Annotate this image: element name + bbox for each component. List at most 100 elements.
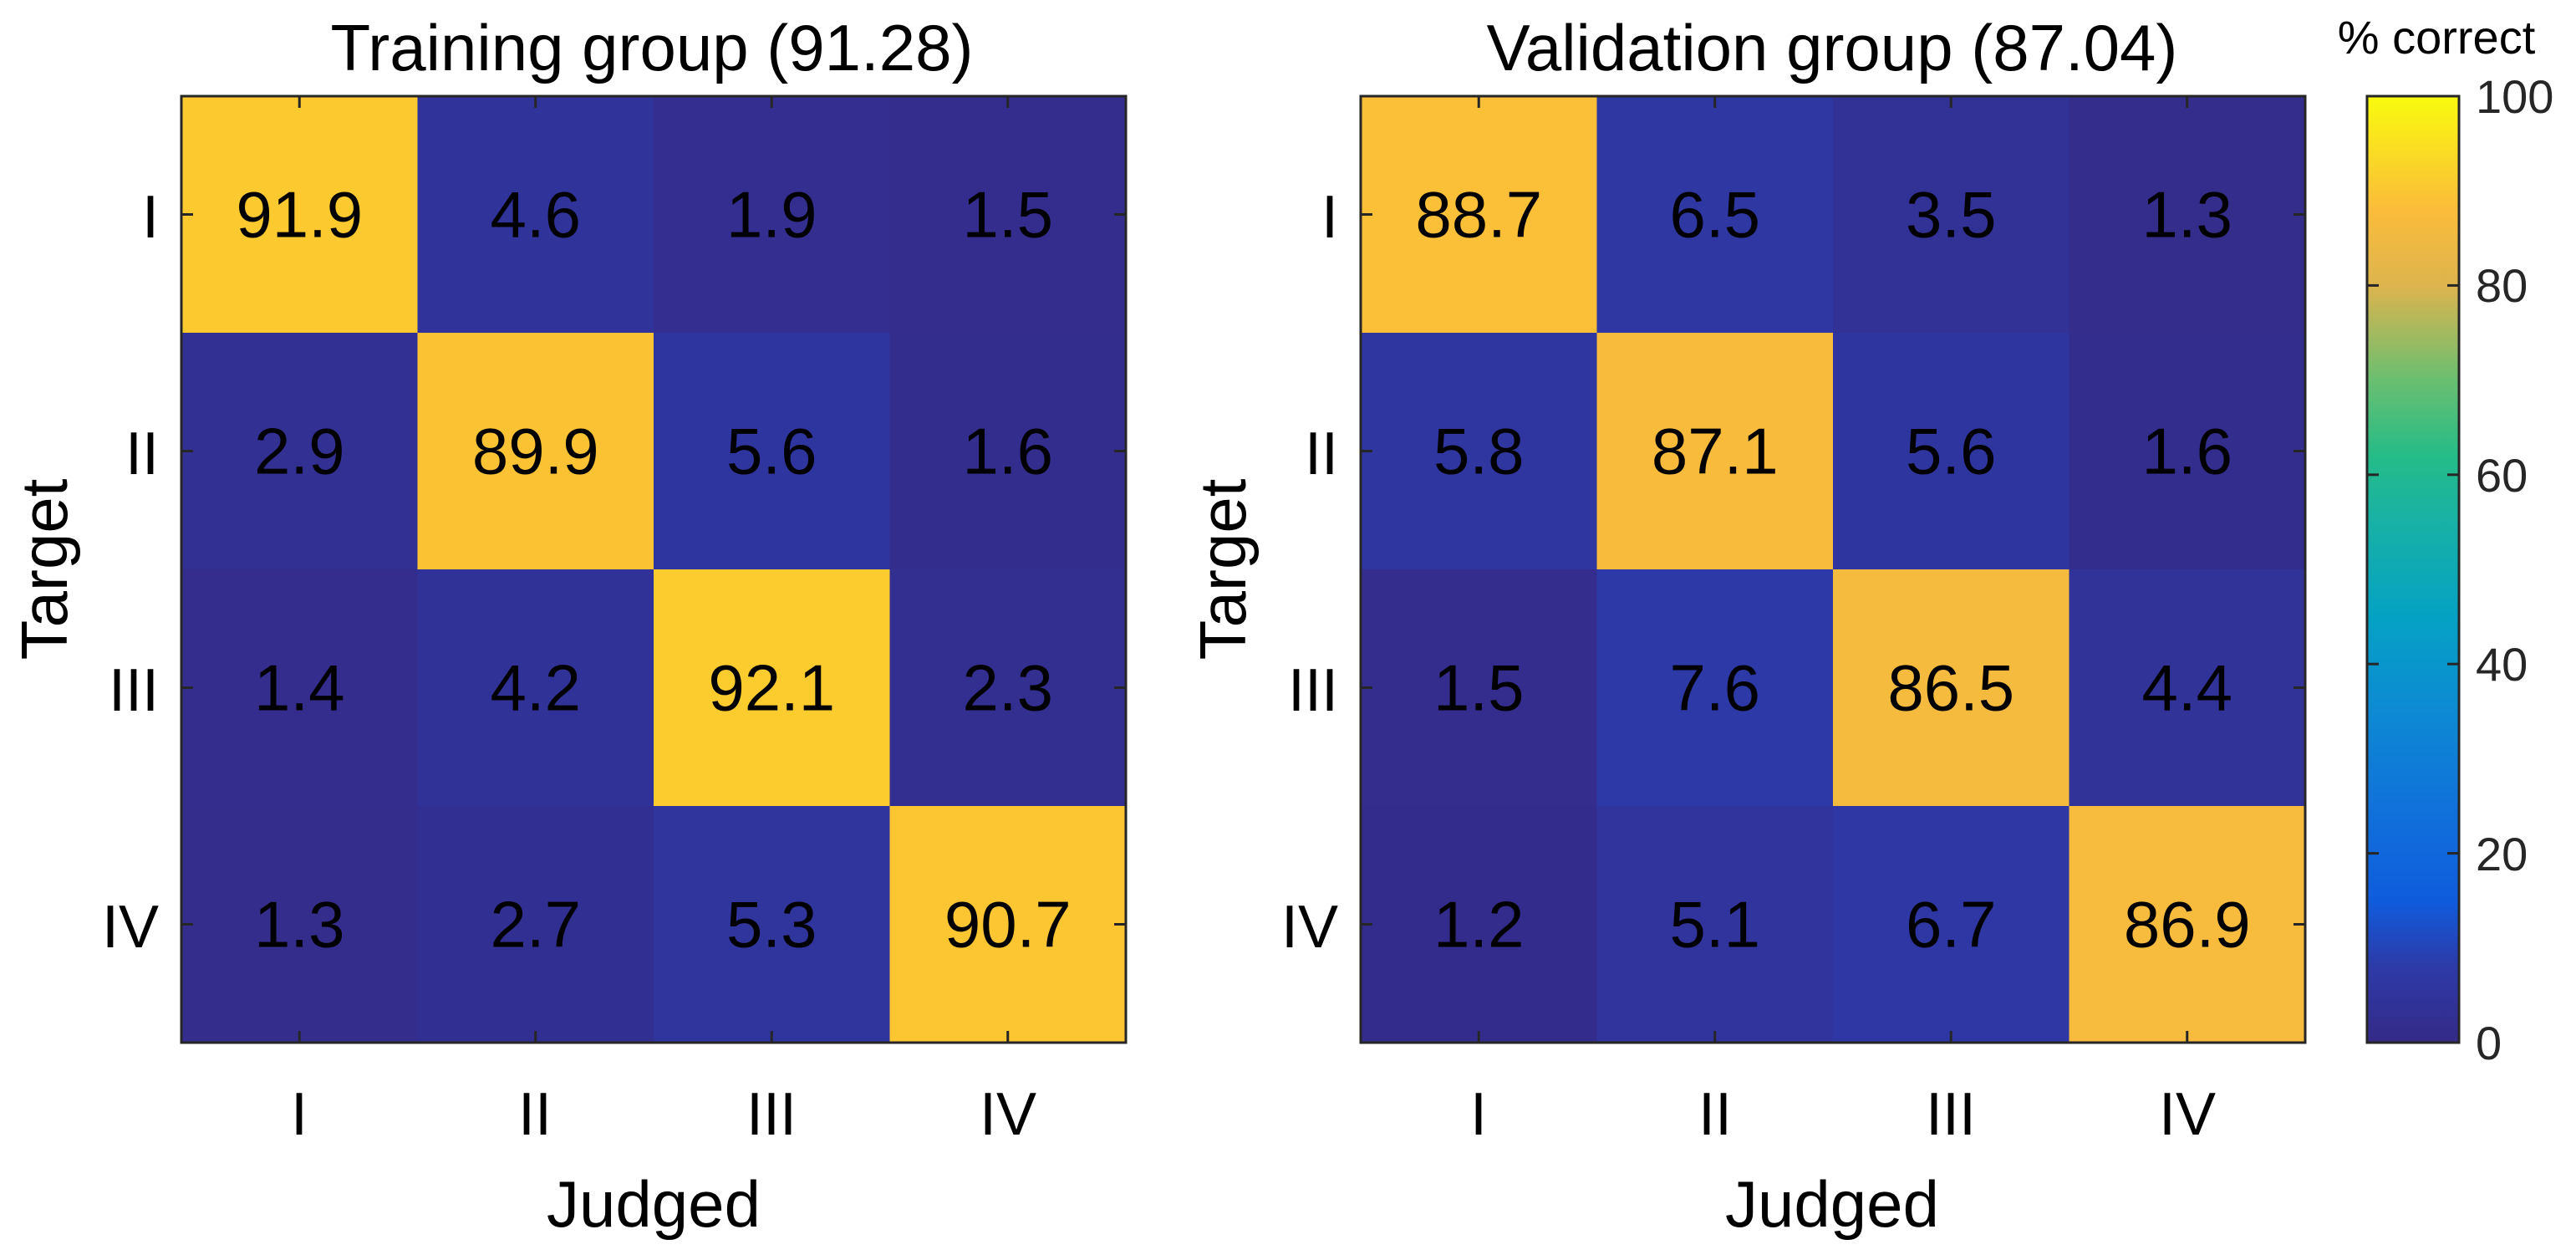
training-cell-IV-III — [654, 806, 890, 1043]
training-x-axis-label: Judged — [547, 1167, 761, 1241]
training-xtick-I: I — [291, 1081, 308, 1148]
validation-cell-label-II-III: 5.6 — [1906, 415, 1996, 488]
training-cell-III-IV — [889, 569, 1127, 807]
training-ytick-IV: IV — [102, 894, 159, 961]
validation-ytick-III: III — [1288, 657, 1338, 724]
validation-cell-label-II-I: 5.8 — [1433, 415, 1524, 488]
training-panel-title: Training group (91.28) — [331, 11, 974, 84]
validation-cell-label-III-II: 7.6 — [1670, 651, 1760, 725]
colorbar-tick-40: 40 — [2476, 638, 2528, 691]
training-cell-label-I-II: 4.6 — [491, 178, 581, 252]
validation-cell-label-IV-II: 5.1 — [1670, 888, 1760, 962]
colorbar-tick-0: 0 — [2476, 1017, 2502, 1069]
validation-cell-IV-II — [1596, 806, 1834, 1043]
training-cell-label-IV-II: 2.7 — [491, 888, 581, 962]
validation-cell-label-I-II: 6.5 — [1670, 178, 1760, 252]
training-cell-label-II-II: 89.9 — [472, 415, 599, 488]
validation-cell-label-III-I: 1.5 — [1433, 651, 1524, 725]
colorbar-tick-20: 20 — [2476, 828, 2528, 880]
training-cell-III-II — [417, 569, 654, 807]
training-cell-III-I — [181, 569, 418, 807]
training-cell-label-III-I: 1.4 — [254, 651, 344, 725]
training-cell-label-IV-III: 5.3 — [726, 888, 817, 962]
validation-cell-label-I-I: 88.7 — [1415, 178, 1542, 252]
validation-cell-I-I — [1361, 96, 1597, 334]
validation-y-axis-label: Target — [1186, 478, 1260, 660]
training-ytick-I: I — [142, 184, 159, 251]
validation-ytick-IV: IV — [1281, 894, 1338, 961]
validation-cell-label-III-IV: 4.4 — [2142, 651, 2232, 725]
training-cell-label-I-IV: 1.5 — [963, 178, 1053, 252]
validation-cell-label-I-III: 3.5 — [1906, 178, 1996, 252]
training-cell-II-II — [417, 333, 654, 570]
training-confusion-matrix: Training group (91.28) 91.9 4.6 1.9 1.5 2.9 8… — [8, 11, 1128, 1241]
validation-cell-IV-I — [1361, 806, 1597, 1043]
validation-cell-label-I-IV: 1.3 — [2142, 178, 2232, 252]
validation-cell-IV-IV — [2069, 806, 2306, 1043]
colorbar-gradient — [2365, 94, 2461, 1044]
training-cell-label-I-III: 1.9 — [726, 178, 817, 252]
colorbar-ticks — [2367, 94, 2459, 1044]
validation-cell-II-IV — [2069, 333, 2306, 570]
validation-cell-label-III-III: 86.5 — [1887, 651, 2014, 725]
validation-plot-frame — [1359, 94, 2307, 1044]
training-xtick-II: II — [518, 1081, 552, 1148]
training-cell-III-III — [654, 569, 890, 807]
training-cell-label-III-III: 92.1 — [708, 651, 835, 725]
training-cell-I-IV — [889, 96, 1127, 334]
training-ytick-III: III — [109, 657, 159, 724]
validation-cell-IV-III — [1833, 806, 2069, 1043]
training-cell-label-I-I: 91.9 — [236, 178, 363, 252]
validation-cell-I-IV — [2069, 96, 2306, 334]
validation-cell-label-II-IV: 1.6 — [2142, 415, 2232, 488]
validation-confusion-matrix: Validation group (87.04) 88.7 6.5 3.5 1.3 5.… — [1186, 11, 2307, 1241]
colorbar: % correct 0 20 40 60 80 100 — [2338, 11, 2554, 1069]
validation-cell-II-I — [1361, 333, 1597, 570]
training-cell-label-II-III: 5.6 — [726, 415, 817, 488]
training-cell-label-III-II: 4.2 — [491, 651, 581, 725]
validation-cell-label-II-II: 87.1 — [1652, 415, 1779, 488]
training-cell-label-II-IV: 1.6 — [963, 415, 1053, 488]
validation-cell-III-III — [1833, 569, 2069, 807]
validation-ytick-I: I — [1321, 184, 1338, 251]
training-ytick-II: II — [125, 421, 159, 487]
validation-cell-I-III — [1833, 96, 2069, 334]
validation-cell-label-IV-I: 1.2 — [1433, 888, 1524, 962]
training-cell-I-I — [181, 96, 418, 334]
validation-xtick-IV: IV — [2159, 1081, 2216, 1148]
training-axis-ticks — [181, 96, 1126, 1043]
validation-xtick-II: II — [1698, 1081, 1732, 1148]
validation-xtick-III: III — [1926, 1081, 1976, 1148]
colorbar-title: % correct — [2338, 11, 2536, 64]
validation-cell-III-IV — [2069, 569, 2306, 807]
training-cell-label-IV-IV: 90.7 — [944, 888, 1072, 962]
validation-cell-label-IV-III: 6.7 — [1906, 888, 1996, 962]
validation-cell-III-II — [1596, 569, 1834, 807]
training-plot-frame — [180, 94, 1128, 1044]
training-heatmap-cells: 91.9 4.6 1.9 1.5 2.9 89.9 5.6 1.6 1.4 4.2 92.1 2.3 1… — [181, 96, 1127, 1043]
validation-heatmap-cells: 88.7 6.5 3.5 1.3 5.8 87.1 5.6 1.6 1.5 7.6 86.5 4.4 1… — [1361, 96, 2306, 1043]
training-cell-label-III-IV: 2.3 — [963, 651, 1053, 725]
validation-cell-III-I — [1361, 569, 1597, 807]
validation-cell-II-II — [1596, 333, 1834, 570]
training-cell-label-IV-I: 1.3 — [254, 888, 344, 962]
training-cell-IV-IV — [889, 806, 1127, 1043]
validation-xtick-I: I — [1470, 1081, 1487, 1148]
colorbar-tick-60: 60 — [2476, 449, 2528, 502]
training-cell-II-I — [181, 333, 418, 570]
training-cell-I-II — [417, 96, 654, 334]
validation-cell-I-II — [1596, 96, 1834, 334]
training-cell-I-III — [654, 96, 890, 334]
validation-cell-label-IV-IV: 86.9 — [2124, 888, 2251, 962]
colorbar-tick-80: 80 — [2476, 259, 2528, 312]
training-cell-II-IV — [889, 333, 1127, 570]
validation-cell-II-III — [1833, 333, 2069, 570]
training-cell-label-II-I: 2.9 — [254, 415, 344, 488]
validation-x-axis-label: Judged — [1725, 1167, 1939, 1241]
training-xtick-III: III — [746, 1081, 797, 1148]
validation-axis-ticks — [1361, 96, 2305, 1043]
training-xtick-IV: IV — [980, 1081, 1036, 1148]
colorbar-tick-100: 100 — [2476, 70, 2553, 123]
validation-ytick-II: II — [1305, 421, 1338, 487]
